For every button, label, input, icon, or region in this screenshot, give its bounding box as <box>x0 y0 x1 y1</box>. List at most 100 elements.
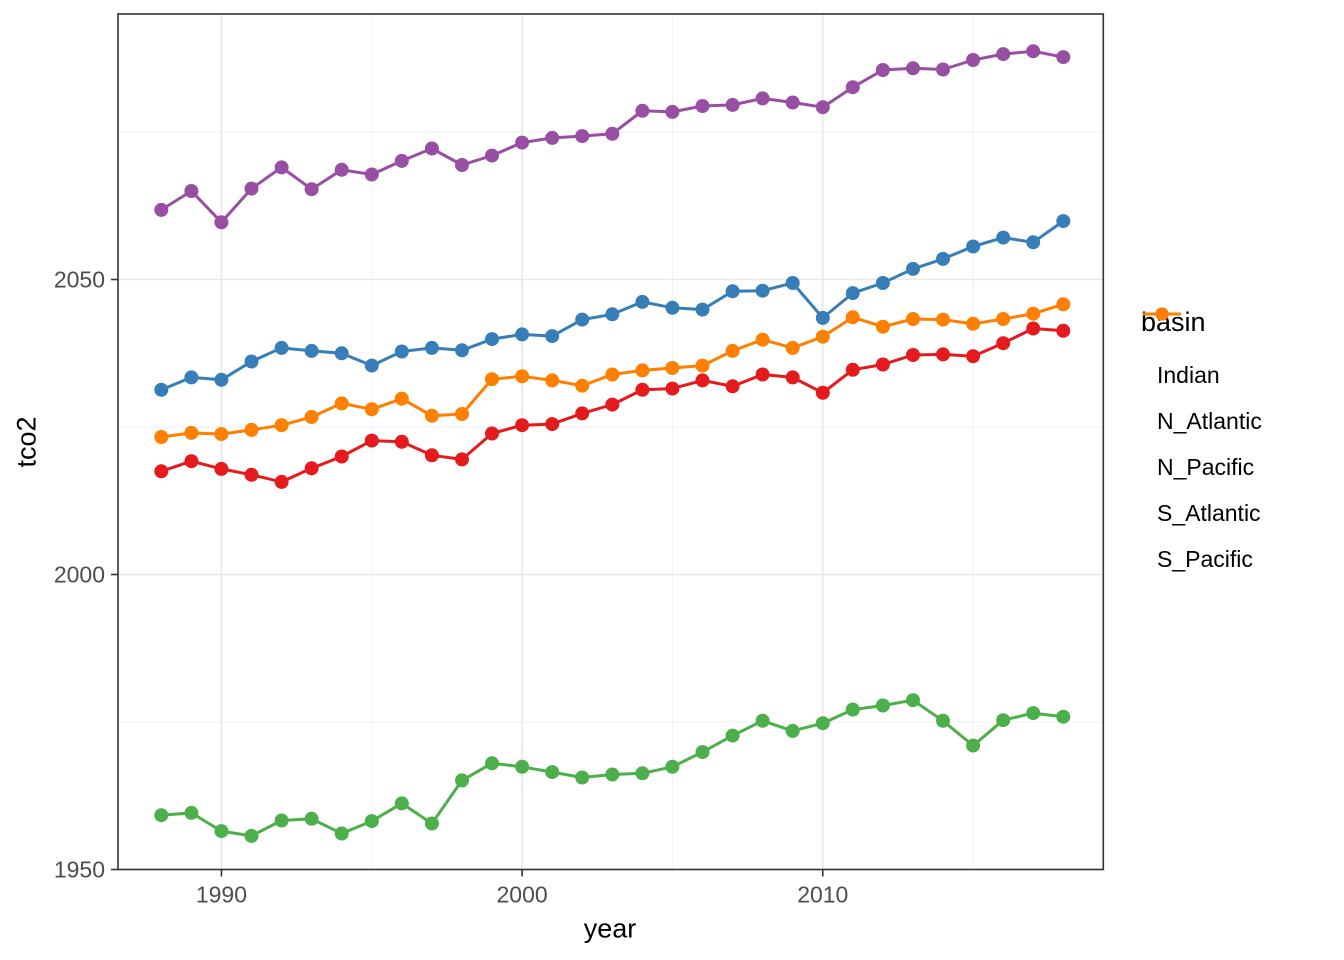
data-point-S_Atlantic-2018 <box>1056 50 1071 65</box>
grid-major <box>118 14 1104 871</box>
data-point-N_Atlantic-2018 <box>1056 214 1071 229</box>
data-point-N_Pacific-1992 <box>274 813 289 828</box>
data-point-S_Atlantic-2001 <box>545 130 560 145</box>
data-point-N_Atlantic-1991 <box>244 354 259 369</box>
y-tick-label-1950: 1950 <box>54 857 105 883</box>
data-point-N_Pacific-1988 <box>154 808 169 823</box>
data-point-S_Pacific-2000 <box>515 369 530 384</box>
data-point-S_Pacific-2007 <box>725 343 740 358</box>
data-point-Indian-2013 <box>906 348 920 362</box>
data-point-N_Atlantic-2016 <box>996 230 1011 245</box>
data-point-Indian-1998 <box>455 452 469 467</box>
data-point-N_Atlantic-2001 <box>545 329 560 344</box>
data-point-N_Atlantic-1990 <box>214 372 229 387</box>
data-point-Indian-2005 <box>665 381 680 396</box>
data-point-S_Atlantic-2013 <box>906 61 920 76</box>
data-point-S_Atlantic-1998 <box>455 158 469 172</box>
data-point-S_Atlantic-2011 <box>845 80 860 95</box>
legend-label-S_Pacific: S_Pacific <box>1157 545 1253 572</box>
legend-key-S_Pacific <box>1143 307 1181 321</box>
data-point-N_Atlantic-1999 <box>485 332 499 347</box>
data-point-S_Pacific-2009 <box>785 340 800 355</box>
data-point-S_Atlantic-2009 <box>785 95 800 110</box>
y-tick-label-2050: 2050 <box>54 267 105 293</box>
data-point-S_Atlantic-2000 <box>515 135 530 150</box>
data-point-S_Pacific-1993 <box>304 410 319 424</box>
data-point-N_Atlantic-2017 <box>1026 235 1041 250</box>
data-point-Indian-1993 <box>304 461 319 476</box>
data-point-S_Pacific-1990 <box>214 427 229 442</box>
data-point-Indian-1992 <box>274 474 289 489</box>
data-point-S_Pacific-2018 <box>1056 297 1071 312</box>
y-tick-label-2000: 2000 <box>54 562 105 588</box>
data-point-N_Pacific-2014 <box>936 713 950 728</box>
data-point-S_Pacific-2010 <box>815 329 830 344</box>
data-point-Indian-2018 <box>1056 323 1071 338</box>
data-point-N_Pacific-1996 <box>394 796 409 811</box>
data-point-Indian-2004 <box>635 382 650 397</box>
data-point-N_Pacific-2008 <box>755 713 770 728</box>
series-line-N_Atlantic <box>160 219 1065 392</box>
data-point-S_Atlantic-2016 <box>996 47 1011 62</box>
data-point-S_Pacific-2014 <box>936 312 950 327</box>
series-lines <box>160 49 1065 838</box>
data-point-N_Atlantic-2006 <box>695 302 710 317</box>
data-point-N_Atlantic-1997 <box>424 340 439 355</box>
legend-entry-N_Atlantic: N_Atlantic <box>1141 307 1262 444</box>
grid-minor <box>118 14 1104 870</box>
data-point-N_Pacific-1990 <box>214 824 229 839</box>
legend-entry-S_Atlantic: S_Atlantic <box>1141 307 1262 536</box>
data-point-Indian-1999 <box>485 426 499 441</box>
data-point-S_Pacific-2004 <box>635 363 650 378</box>
data-point-S_Atlantic-2010 <box>815 100 830 115</box>
data-point-Indian-2007 <box>725 379 740 394</box>
y-axis-title: tco2 <box>11 416 42 468</box>
data-point-N_Atlantic-2005 <box>665 300 680 315</box>
data-point-N_Pacific-2010 <box>815 716 830 731</box>
data-point-S_Atlantic-2007 <box>725 97 740 112</box>
data-point-S_Pacific-2008 <box>755 332 770 347</box>
data-point-Indian-2006 <box>695 373 710 388</box>
data-point-N_Atlantic-2002 <box>575 312 590 327</box>
legend-label-Indian: Indian <box>1157 361 1220 388</box>
data-point-N_Pacific-1999 <box>485 756 499 771</box>
data-point-S_Pacific-1991 <box>244 422 259 437</box>
x-tick-label-2010: 2010 <box>797 882 848 908</box>
data-point-N_Atlantic-1996 <box>394 344 409 359</box>
data-point-Indian-2008 <box>755 367 770 382</box>
data-point-S_Atlantic-2004 <box>635 103 650 118</box>
data-point-S_Pacific-1992 <box>274 418 289 433</box>
data-point-N_Pacific-1991 <box>244 828 259 843</box>
data-point-Indian-2001 <box>545 417 560 432</box>
data-point-S_Atlantic-1989 <box>184 184 199 198</box>
data-point-N_Pacific-2016 <box>996 713 1011 728</box>
data-point-S_Pacific-2006 <box>695 358 710 373</box>
data-point-S_Pacific-1996 <box>394 391 409 406</box>
data-point-S_Atlantic-2014 <box>936 62 950 77</box>
data-point-N_Atlantic-1994 <box>334 346 349 361</box>
data-point-Indian-2002 <box>575 406 590 421</box>
data-point-Indian-2000 <box>515 418 530 433</box>
data-point-N_Atlantic-2014 <box>936 251 950 266</box>
data-point-S_Pacific-2011 <box>845 310 860 325</box>
data-point-Indian-1997 <box>424 448 439 463</box>
data-point-S_Pacific-1997 <box>424 408 439 423</box>
data-point-S_Atlantic-1993 <box>304 182 319 197</box>
data-point-N_Pacific-1993 <box>304 811 319 826</box>
data-point-S_Pacific-2003 <box>605 367 620 382</box>
panel-border <box>117 13 1105 871</box>
legend-title: basin <box>1141 307 1206 337</box>
data-point-S_Atlantic-1999 <box>485 148 499 163</box>
data-point-S_Atlantic-2015 <box>966 53 981 67</box>
data-point-Indian-2014 <box>936 347 950 362</box>
data-point-S_Atlantic-1994 <box>334 162 349 177</box>
data-point-N_Pacific-1989 <box>184 805 199 820</box>
data-point-N_Atlantic-1989 <box>184 370 199 385</box>
data-point-S_Pacific-1998 <box>455 407 469 421</box>
x-tick-label-2000: 2000 <box>497 882 548 908</box>
data-point-N_Pacific-2009 <box>785 723 800 738</box>
data-point-N_Pacific-2006 <box>695 745 710 760</box>
data-point-N_Atlantic-1993 <box>304 343 319 358</box>
data-point-Indian-1994 <box>334 449 349 464</box>
data-point-N_Atlantic-1995 <box>364 358 379 373</box>
